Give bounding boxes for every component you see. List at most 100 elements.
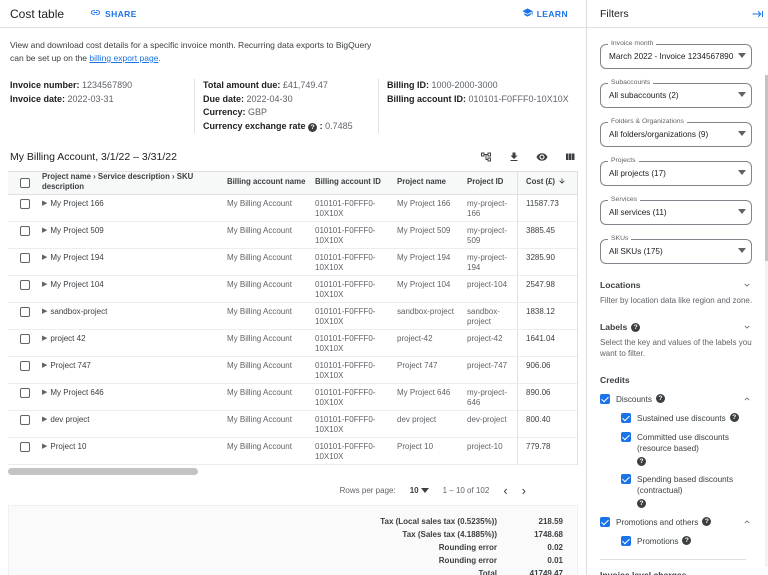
- help-icon[interactable]: ?: [682, 536, 692, 545]
- expand-arrow-icon[interactable]: ▶: [42, 389, 48, 396]
- expand-arrow-icon[interactable]: ▶: [42, 200, 48, 207]
- chevron-up-icon[interactable]: [742, 394, 752, 404]
- table-row[interactable]: ▶ sandbox-project My Billing Account 0101…: [8, 303, 577, 330]
- download-icon[interactable]: [508, 151, 520, 163]
- help-icon[interactable]: ?: [702, 517, 712, 526]
- row-checkbox[interactable]: [20, 361, 30, 371]
- sustained-discounts-checkbox-row: Sustained use discounts?: [621, 413, 752, 424]
- eye-icon[interactable]: [536, 151, 548, 163]
- help-icon[interactable]: ?: [637, 457, 646, 466]
- labels-section-header[interactable]: Labels ?: [600, 322, 752, 332]
- services-select[interactable]: Services All services (11): [600, 196, 753, 225]
- vertical-scrollbar-thumb[interactable]: [765, 75, 768, 261]
- col-header-account[interactable]: Billing account name: [227, 177, 306, 186]
- invoice-month-select[interactable]: Invoice month March 2022 - Invoice 12345…: [600, 40, 753, 69]
- row-cost: 11587.73: [517, 195, 577, 221]
- rows-per-page-select[interactable]: 10: [410, 486, 429, 495]
- discounts-checkbox[interactable]: [600, 394, 610, 404]
- row-name: dev project: [50, 415, 90, 424]
- help-icon[interactable]: ?: [308, 122, 318, 132]
- table-row[interactable]: ▶ My Project 104 My Billing Account 01010…: [8, 276, 577, 303]
- discounts-checkbox-row: Discounts?: [600, 394, 752, 405]
- table-row[interactable]: ▶ My Project 194 My Billing Account 01010…: [8, 249, 577, 276]
- col-header-project-id[interactable]: Project ID: [467, 177, 504, 186]
- row-checkbox[interactable]: [20, 226, 30, 236]
- chevron-down-icon[interactable]: [742, 280, 752, 290]
- col-header-name[interactable]: Project name › Service description › SKU…: [42, 172, 194, 191]
- folders-organizations-select[interactable]: Folders & Organizations All folders/orga…: [600, 118, 753, 147]
- share-button[interactable]: SHARE: [90, 7, 137, 20]
- col-header-cost[interactable]: Cost (£): [517, 172, 577, 194]
- expand-arrow-icon[interactable]: ▶: [42, 416, 48, 423]
- skus-select[interactable]: SKUs All SKUs (175): [600, 235, 753, 264]
- row-checkbox[interactable]: [20, 253, 30, 263]
- row-checkbox-cell: [8, 222, 42, 248]
- row-checkbox[interactable]: [20, 334, 30, 344]
- select-value: All projects (17): [609, 169, 666, 178]
- account-tree-icon[interactable]: [480, 151, 492, 163]
- arrow-down-icon[interactable]: [558, 177, 566, 188]
- col-header-project[interactable]: Project name: [397, 177, 446, 186]
- table-row[interactable]: ▶ dev project My Billing Account 010101-F…: [8, 411, 577, 438]
- row-checkbox[interactable]: [20, 307, 30, 317]
- row-checkbox[interactable]: [20, 280, 30, 290]
- spending-discounts-label: Spending based discounts (contractual): [637, 475, 734, 495]
- billing-export-link[interactable]: billing export page: [89, 53, 159, 63]
- locations-section-header[interactable]: Locations: [600, 280, 752, 290]
- promotions-checkbox[interactable]: [621, 536, 631, 546]
- billing-id-value: 1000-2000-3000: [431, 80, 498, 90]
- help-icon[interactable]: ?: [729, 413, 739, 422]
- sustained-discounts-checkbox[interactable]: [621, 413, 631, 423]
- total-due-value: £41,749.47: [282, 80, 328, 90]
- table-title: My Billing Account, 3/1/22 – 3/31/22: [10, 151, 177, 163]
- row-account-id: 010101-F0FFF0-10X10X: [315, 199, 376, 218]
- total-row-label: Tax (Local sales tax (0.5235%)): [380, 517, 497, 526]
- row-name: project 42: [50, 334, 86, 343]
- col-header-account-id[interactable]: Billing account ID: [315, 177, 381, 186]
- chevron-down-icon[interactable]: [742, 322, 752, 332]
- currency-value: GBP: [248, 107, 268, 117]
- row-checkbox[interactable]: [20, 415, 30, 425]
- table-row[interactable]: ▶ My Project 509 My Billing Account 01010…: [8, 222, 577, 249]
- spending-discounts-checkbox[interactable]: [621, 474, 631, 484]
- help-icon[interactable]: ?: [631, 322, 641, 332]
- chevron-up-icon[interactable]: [742, 517, 752, 527]
- row-account: My Billing Account: [227, 388, 292, 397]
- learn-button[interactable]: LEARN: [522, 7, 568, 20]
- previous-page-button[interactable]: ‹: [503, 482, 508, 498]
- projects-select[interactable]: Projects All projects (17): [600, 157, 753, 186]
- select-all-checkbox[interactable]: [20, 178, 30, 188]
- expand-arrow-icon[interactable]: ▶: [42, 335, 48, 342]
- table-row[interactable]: ▶ Project 747 My Billing Account 010101-F…: [8, 357, 577, 384]
- next-page-button[interactable]: ›: [521, 482, 526, 498]
- table-row[interactable]: ▶ My Project 166 My Billing Account 01010…: [8, 195, 577, 222]
- row-checkbox-cell: [8, 384, 42, 410]
- row-checkbox-cell: [8, 411, 42, 437]
- help-icon[interactable]: ?: [655, 394, 665, 403]
- sustained-discounts-label: Sustained use discounts: [637, 414, 726, 423]
- table-row[interactable]: ▶ My Project 646 My Billing Account 01010…: [8, 384, 577, 411]
- row-checkbox[interactable]: [20, 442, 30, 452]
- row-checkbox[interactable]: [20, 388, 30, 398]
- expand-arrow-icon[interactable]: ▶: [42, 254, 48, 261]
- chevron-down-icon: [420, 487, 429, 493]
- subaccounts-select[interactable]: Subaccounts All subaccounts (2): [600, 79, 753, 108]
- committed-discounts-checkbox[interactable]: [621, 432, 631, 442]
- expand-arrow-icon[interactable]: ▶: [42, 362, 48, 369]
- row-checkbox[interactable]: [20, 199, 30, 209]
- row-account-id: 010101-F0FFF0-10X10X: [315, 280, 376, 299]
- keyboard-tab-icon[interactable]: [752, 8, 764, 20]
- expand-arrow-icon[interactable]: ▶: [42, 308, 48, 315]
- table-row[interactable]: ▶ project 42 My Billing Account 010101-F0…: [8, 330, 577, 357]
- view-columns-icon[interactable]: [564, 151, 576, 163]
- row-project: My Project 509: [397, 226, 451, 235]
- table-row[interactable]: ▶ Project 10 My Billing Account 010101-F0…: [8, 438, 577, 465]
- expand-arrow-icon[interactable]: ▶: [42, 281, 48, 288]
- help-icon[interactable]: ?: [637, 499, 646, 508]
- expand-arrow-icon[interactable]: ▶: [42, 443, 48, 450]
- horizontal-scrollbar-thumb[interactable]: [8, 468, 198, 475]
- expand-arrow-icon[interactable]: ▶: [42, 227, 48, 234]
- promotions-others-checkbox[interactable]: [600, 517, 610, 527]
- row-checkbox-cell: [8, 249, 42, 275]
